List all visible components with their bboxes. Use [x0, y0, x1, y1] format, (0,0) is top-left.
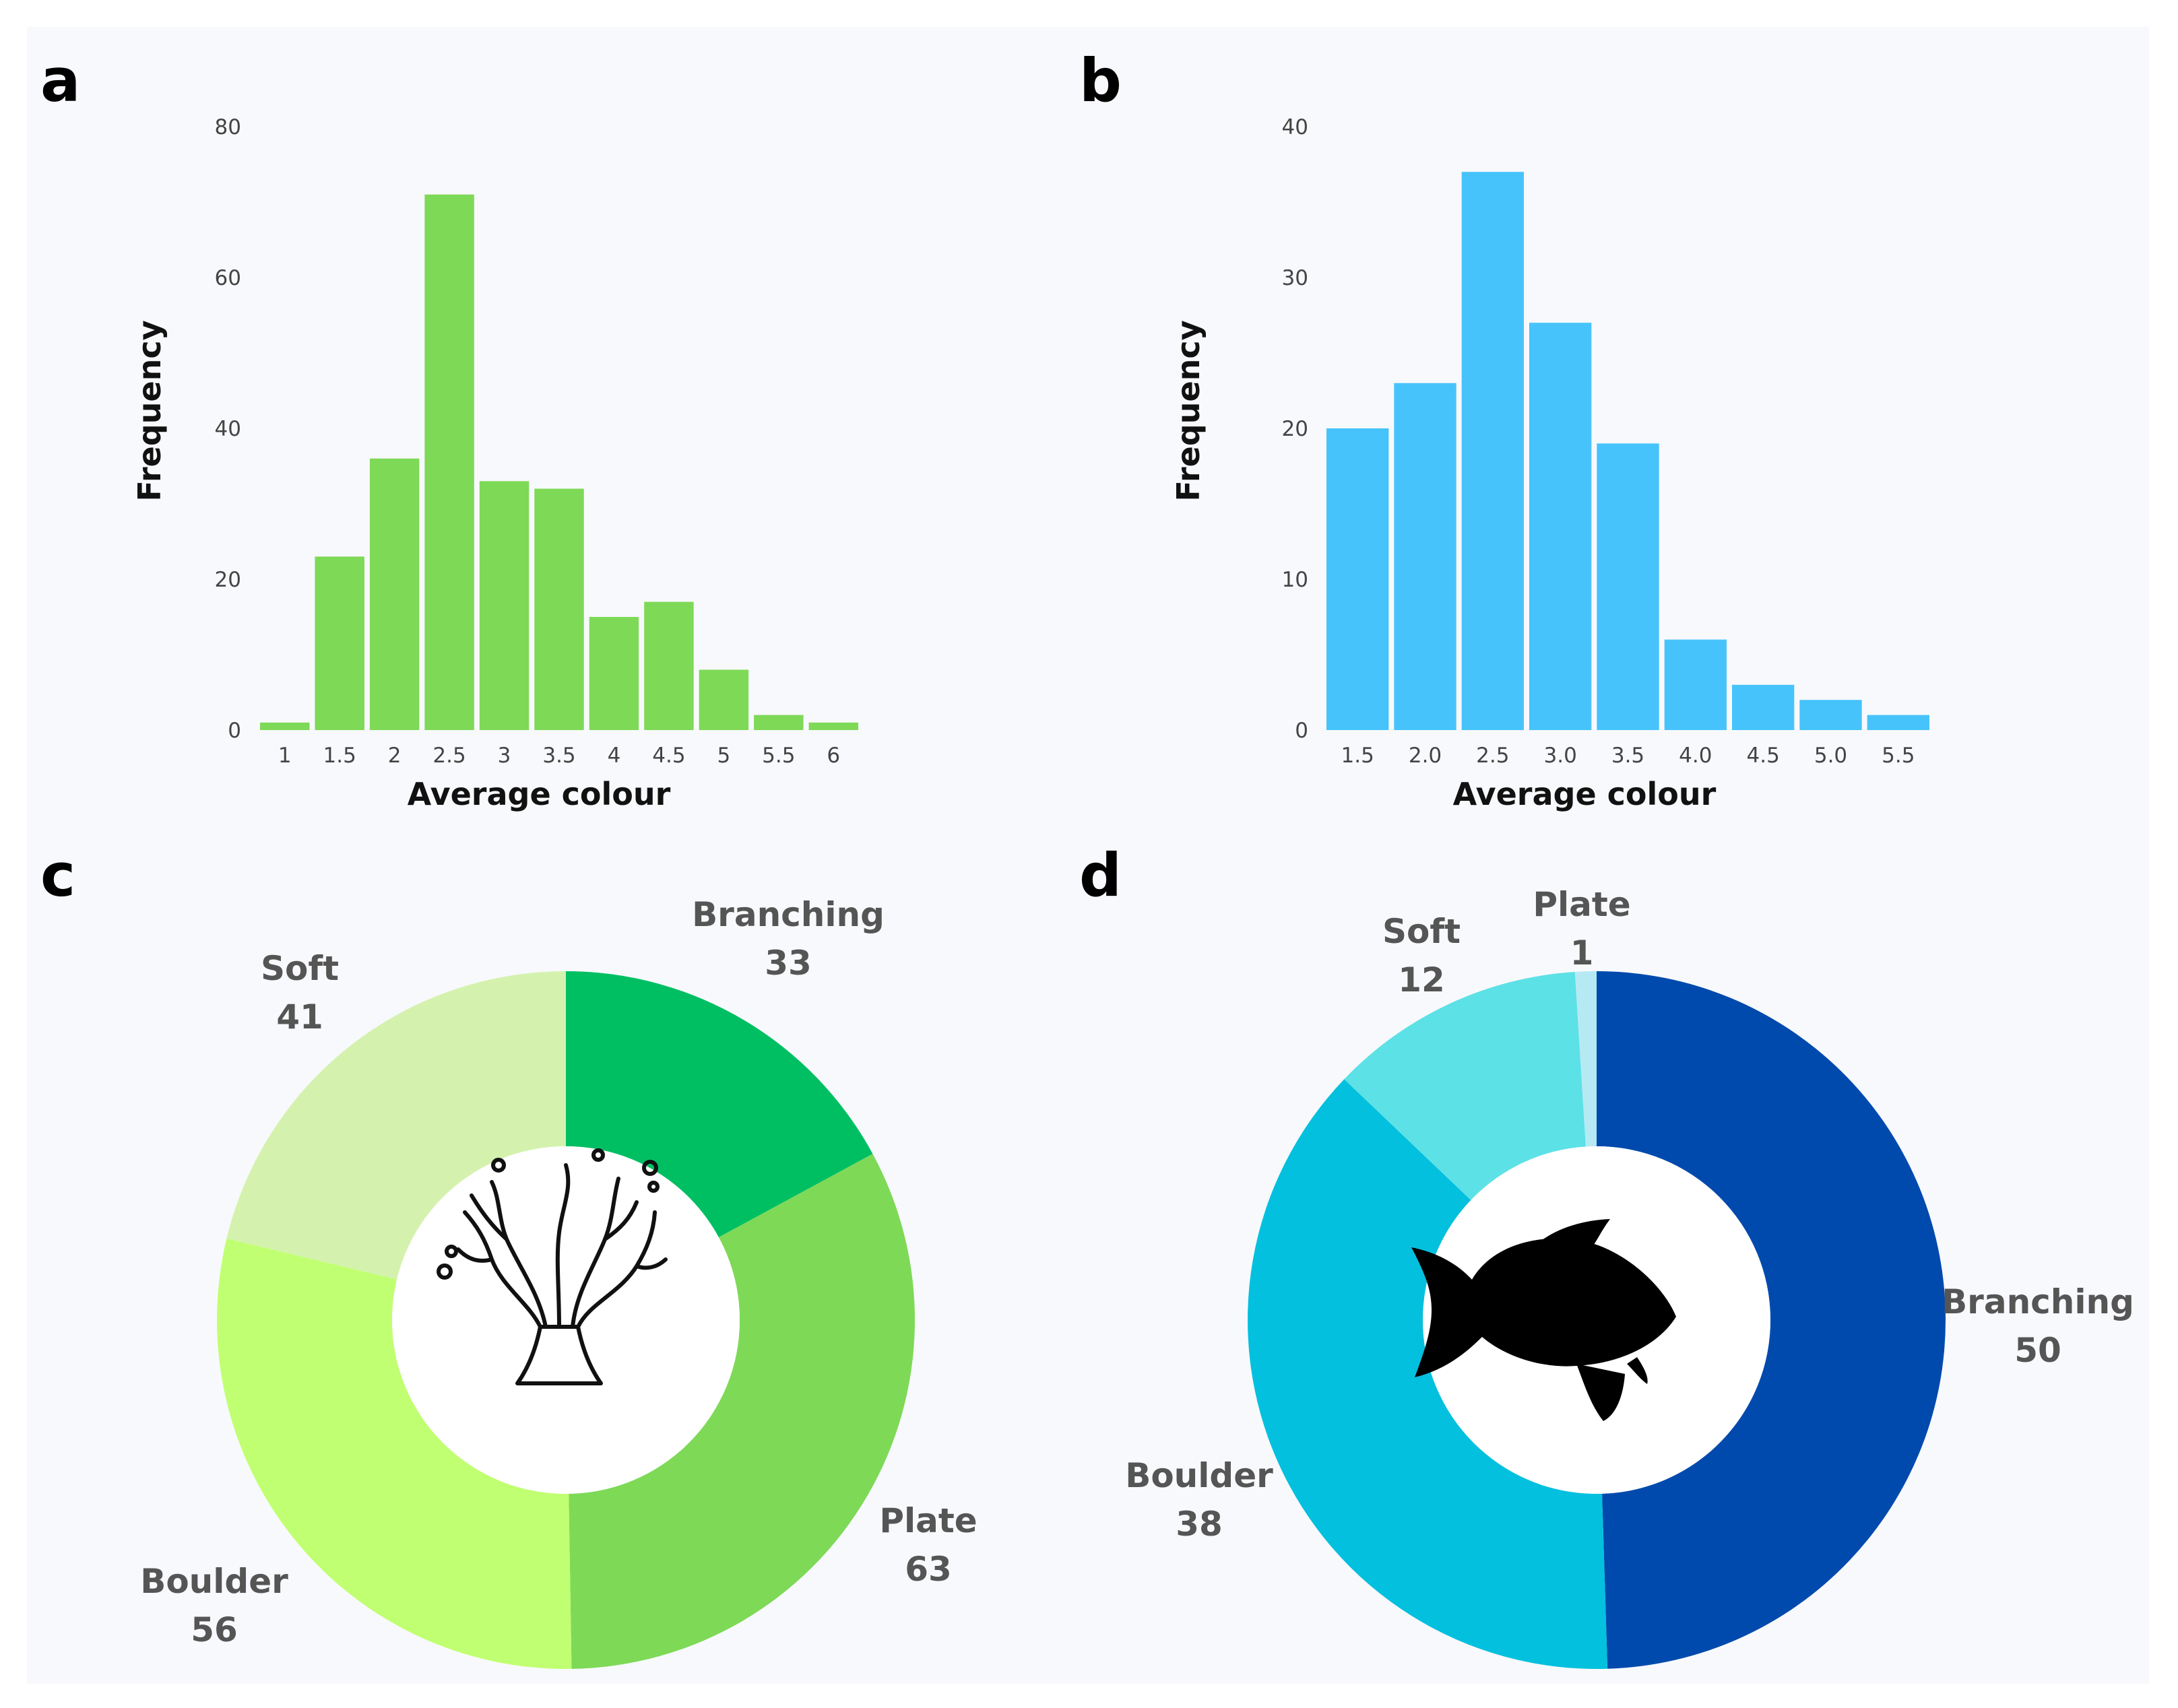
- y-axis-title-a: Frequency: [131, 320, 168, 501]
- x-tick-label: 4.5: [652, 744, 685, 768]
- x-tick-label: 4.0: [1679, 744, 1712, 768]
- x-tick-label: 1.5: [323, 744, 356, 768]
- figure-panel: a b c d 0 20 40 60 80 1 1.5 2 2.5 3 3.5 4 4.5 5 5.5 6 A…: [27, 27, 2149, 1684]
- donut-slice: [1248, 1079, 1608, 1669]
- histogram-bar: [1461, 172, 1524, 730]
- x-tick-label: 2.5: [1476, 744, 1509, 768]
- histogram-bar: [808, 722, 858, 730]
- slice-label-value: 50: [2014, 1331, 2061, 1370]
- slice-label-value: 12: [1398, 960, 1445, 999]
- histogram-bar: [534, 488, 584, 730]
- x-tick-label: 4: [608, 744, 621, 768]
- histogram-bar: [479, 481, 530, 730]
- x-tick-label: 2.5: [433, 744, 466, 768]
- x-tick-label: 1: [278, 744, 292, 768]
- histogram-b: 0 10 20 30 40 1.5 2.0 2.5 3.0 3.5 4.0 4.5 5.0 5.5: [1282, 115, 1929, 768]
- coral-icon: [437, 1148, 668, 1385]
- histogram-bar: [1597, 443, 1659, 730]
- donut-slice: [1344, 972, 1586, 1200]
- slice-label-value: 1: [1570, 933, 1594, 973]
- x-axis-title-b: Average colour: [1453, 776, 1717, 812]
- y-tick-label: 40: [1282, 115, 1308, 139]
- y-axis-title-b: Frequency: [1170, 320, 1207, 501]
- x-tick-label: 3.5: [1611, 744, 1644, 768]
- donut-slice: [216, 1238, 572, 1669]
- slice-label-value: 56: [191, 1610, 238, 1649]
- y-tick-label: 60: [215, 266, 241, 290]
- panel-letter-a: a: [40, 46, 80, 115]
- histogram-a: 0 20 40 60 80 1 1.5 2 2.5 3 3.5 4 4.5 5 5.5 6: [215, 115, 858, 768]
- histogram-bar: [644, 601, 694, 730]
- slice-label-value: 33: [765, 944, 812, 983]
- x-tick-label: 4.5: [1747, 744, 1780, 768]
- histogram-bar: [1732, 684, 1795, 730]
- x-tick-label: 5.0: [1814, 744, 1847, 768]
- x-tick-label: 3.0: [1544, 744, 1577, 768]
- histogram-bar: [1326, 428, 1389, 730]
- y-tick-label: 0: [228, 719, 241, 743]
- x-tick-label: 6: [827, 744, 840, 768]
- histogram-bar: [754, 715, 804, 730]
- slice-label-name: Boulder: [140, 1562, 288, 1601]
- y-tick-label: 20: [215, 568, 241, 592]
- histogram-bar: [1867, 715, 1929, 730]
- histogram-bar: [315, 556, 364, 730]
- x-axis-title-a: Average colour: [408, 776, 671, 812]
- x-tick-label: 2.0: [1409, 744, 1442, 768]
- slice-label-name: Branching: [1942, 1282, 2134, 1321]
- donut-slice: [566, 971, 873, 1238]
- histogram-bar: [369, 458, 420, 730]
- figure-canvas: a b c d 0 20 40 60 80 1 1.5 2 2.5 3 3.5 4 4.5 5 5.5 6 A…: [40, 46, 2134, 1669]
- y-tick-label: 20: [1282, 417, 1308, 441]
- panel-letter-b: b: [1079, 46, 1122, 115]
- x-tick-label: 2: [388, 744, 402, 768]
- y-tick-label: 40: [215, 417, 241, 441]
- slice-label-value: 63: [905, 1550, 952, 1589]
- histogram-bar: [424, 194, 474, 730]
- x-tick-label: 1.5: [1341, 744, 1374, 768]
- donut-slice: [226, 971, 566, 1280]
- y-tick-label: 0: [1295, 719, 1308, 743]
- y-tick-label: 10: [1282, 568, 1308, 592]
- slice-label-name: Soft: [261, 949, 339, 988]
- slice-label-value: 41: [276, 997, 323, 1037]
- histogram-bar: [260, 722, 310, 730]
- y-tick-label: 80: [215, 115, 241, 139]
- histogram-bar: [1529, 323, 1592, 730]
- panel-letter-c: c: [40, 841, 75, 910]
- x-tick-label: 3.5: [542, 744, 575, 768]
- x-tick-label: 5: [717, 744, 730, 768]
- histogram-bar: [1799, 700, 1862, 730]
- donut-slice: [569, 1154, 915, 1669]
- panel-letter-d: d: [1079, 841, 1122, 910]
- histogram-bar: [1394, 383, 1456, 730]
- slice-label-value: 38: [1176, 1505, 1223, 1544]
- histogram-bar: [699, 669, 749, 730]
- y-tick-label: 30: [1282, 266, 1308, 290]
- slice-label-name: Plate: [1533, 885, 1630, 924]
- slice-label-name: Plate: [879, 1501, 977, 1540]
- slice-label-name: Branching: [692, 895, 885, 934]
- donut-slice: [1574, 971, 1597, 1147]
- x-tick-label: 5.5: [762, 744, 795, 768]
- histogram-bar: [1664, 639, 1727, 730]
- fish-icon: [1411, 1219, 1676, 1421]
- x-tick-label: 5.5: [1882, 744, 1915, 768]
- x-tick-label: 3: [498, 744, 511, 768]
- slice-label-name: Soft: [1382, 912, 1461, 951]
- donut-slice: [1597, 971, 1946, 1669]
- slice-label-name: Boulder: [1125, 1456, 1273, 1495]
- histogram-bar: [589, 617, 639, 730]
